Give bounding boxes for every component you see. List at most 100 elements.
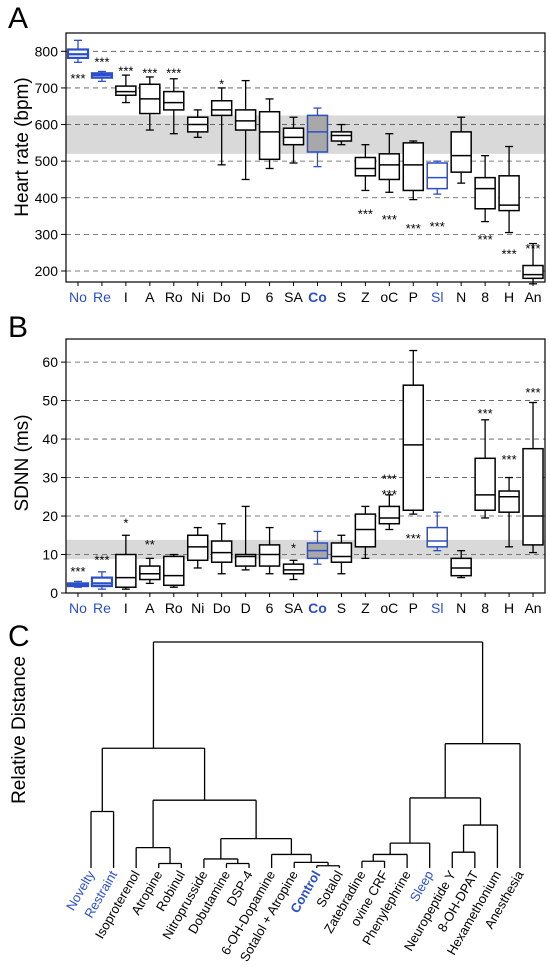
x-tick-label: A <box>145 289 155 305</box>
box-iqr <box>378 153 401 181</box>
box-H <box>498 476 520 548</box>
y-tick-label: 400 <box>35 190 59 206</box>
box-S <box>330 534 353 575</box>
x-tick-label: P <box>409 600 418 616</box>
x-tick-label: D <box>241 600 251 616</box>
significance-marker: *** <box>358 206 373 221</box>
box-iqr <box>450 131 472 173</box>
box-iqr <box>210 99 233 117</box>
box-An <box>522 401 544 554</box>
y-tick-label: 600 <box>35 117 59 133</box>
y-tick-label: 0 <box>50 585 58 601</box>
significance-marker: *** <box>118 63 133 78</box>
box-iqr <box>90 576 114 588</box>
box-An <box>522 242 544 285</box>
x-tick-label: H <box>504 289 514 305</box>
significance-marker: *** <box>430 219 445 234</box>
x-tick-label: 8 <box>481 600 489 616</box>
significance-marker: * <box>123 516 128 531</box>
box-Ro <box>163 553 185 588</box>
significance-marker: *** <box>142 65 157 80</box>
significance-marker: *** <box>478 232 493 247</box>
box-iqr <box>234 553 257 567</box>
significance-marker: *** <box>166 65 181 80</box>
box-Do <box>210 87 233 166</box>
x-tick-label: No <box>69 600 87 616</box>
panel-letter-c: C <box>8 620 30 653</box>
x-tick-label: SA <box>284 600 303 616</box>
x-tick-label: S <box>337 600 346 616</box>
box-iqr <box>258 544 281 567</box>
box-iqr <box>402 142 425 192</box>
x-tick-label: Z <box>361 289 370 305</box>
panel-a-ylabel: Heart rate (bpm) <box>12 77 33 216</box>
box-SA <box>282 116 305 164</box>
box-Re <box>90 571 114 590</box>
x-tick-label: SA <box>284 289 303 305</box>
box-H <box>498 145 520 234</box>
box-iqr <box>186 534 209 562</box>
box-6 <box>258 98 281 170</box>
y-tick-label: 60 <box>42 354 58 370</box>
box-Ni <box>186 109 209 139</box>
box-P <box>402 140 425 201</box>
box-D <box>234 505 257 571</box>
x-tick-label: An <box>524 600 541 616</box>
significance-marker: *** <box>70 564 85 579</box>
box-iqr <box>402 384 425 512</box>
significance-marker: *** <box>70 71 85 86</box>
box-Sl <box>426 511 448 552</box>
box-A <box>139 557 161 585</box>
box-iqr <box>474 176 496 210</box>
significance-marker: *** <box>501 452 516 467</box>
significance-marker: *** <box>382 487 397 502</box>
y-tick-label: 40 <box>42 431 58 447</box>
box-iqr <box>282 563 305 575</box>
y-tick-label: 700 <box>35 80 59 96</box>
box-Ro <box>163 78 185 135</box>
x-tick-label: N <box>456 600 466 616</box>
box-I <box>115 534 137 590</box>
panel-a: Heart rate (bpm) 200 300 400 500 600 700 800 No… <box>12 32 546 305</box>
box-iqr <box>378 505 401 525</box>
box-No <box>66 39 90 63</box>
box-A <box>139 76 161 131</box>
x-tick-label: Ro <box>165 289 183 305</box>
box-iqr <box>306 114 329 153</box>
significance-marker: *** <box>501 247 516 262</box>
significance-marker: *** <box>478 406 493 421</box>
y-tick-label: 800 <box>35 43 59 59</box>
x-tick-label: Do <box>213 600 231 616</box>
panel-c: Relative Distance NoveltyRestraintIsopro… <box>9 641 527 964</box>
x-tick-label: An <box>524 289 541 305</box>
box-iqr <box>163 90 185 111</box>
box-oC <box>378 133 401 193</box>
box-iqr <box>354 156 377 177</box>
box-iqr <box>522 264 544 280</box>
x-tick-label: oC <box>380 289 398 305</box>
x-tick-label: Re <box>93 289 111 305</box>
y-tick-label: 300 <box>35 226 59 242</box>
panel-c-ylabel: Relative Distance <box>9 656 30 804</box>
box-8 <box>474 419 496 519</box>
x-tick-label: Ni <box>191 289 204 305</box>
significance-marker: *** <box>94 552 109 567</box>
significance-marker: *** <box>525 241 540 256</box>
box-6 <box>258 526 281 575</box>
box-iqr <box>354 513 377 548</box>
box-iqr <box>426 526 448 548</box>
significance-marker: * <box>291 541 296 556</box>
significance-marker: *** <box>406 221 421 236</box>
box-iqr <box>210 540 233 563</box>
y-tick-label: 50 <box>42 393 58 409</box>
x-tick-label: Co <box>308 600 327 616</box>
box-Sl <box>426 160 448 195</box>
box-iqr <box>234 109 257 131</box>
x-tick-label: 6 <box>266 600 274 616</box>
box-iqr <box>258 110 281 161</box>
x-tick-label: Sl <box>431 289 443 305</box>
box-Z <box>354 144 377 192</box>
plot-frame <box>65 338 546 594</box>
box-Do <box>210 523 233 575</box>
box-P <box>402 349 425 515</box>
